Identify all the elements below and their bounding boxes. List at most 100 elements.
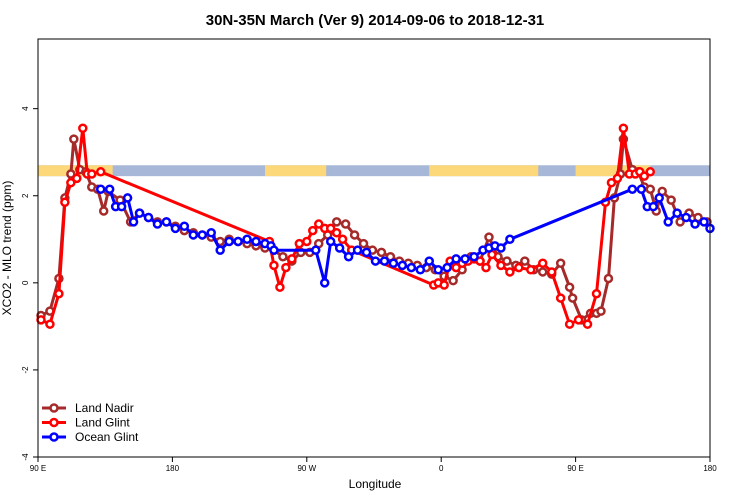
legend-item: Land Glint bbox=[42, 416, 130, 430]
data-point bbox=[224, 236, 234, 247]
land-band bbox=[264, 165, 327, 177]
data-point bbox=[526, 265, 536, 275]
data-point bbox=[95, 184, 106, 194]
data-point bbox=[98, 206, 109, 216]
data-point bbox=[424, 256, 435, 266]
data-point bbox=[170, 223, 181, 234]
ocean-band bbox=[38, 165, 710, 177]
x-tick-label: 0 bbox=[439, 464, 444, 473]
data-point bbox=[269, 245, 279, 255]
data-point bbox=[514, 262, 524, 273]
data-point bbox=[690, 219, 700, 229]
data-point bbox=[334, 243, 345, 253]
data-point bbox=[645, 184, 656, 194]
data-point bbox=[555, 258, 566, 268]
data-point bbox=[648, 201, 659, 212]
series-0 bbox=[36, 134, 712, 325]
data-point bbox=[313, 219, 324, 229]
data-point bbox=[95, 167, 106, 177]
data-point bbox=[215, 245, 225, 255]
chart-title: 30N-35N March (Ver 9) 2014-09-06 to 2018… bbox=[206, 12, 545, 29]
y-tick-label: 4 bbox=[21, 106, 30, 111]
y-axis-label: XCO2 - MLO trend (ppm) bbox=[0, 181, 14, 316]
data-point bbox=[397, 260, 408, 271]
data-point bbox=[311, 245, 321, 255]
data-point bbox=[340, 219, 351, 229]
data-point bbox=[343, 251, 354, 262]
data-point bbox=[591, 288, 602, 299]
x-tick-label: 180 bbox=[703, 464, 717, 473]
data-point bbox=[564, 319, 575, 329]
data-point bbox=[433, 265, 443, 275]
data-point bbox=[104, 184, 115, 194]
data-point bbox=[242, 234, 252, 245]
data-point bbox=[502, 256, 512, 266]
data-point bbox=[681, 212, 691, 223]
data-point bbox=[451, 262, 461, 273]
data-point bbox=[537, 267, 548, 277]
data-point bbox=[606, 177, 617, 188]
data-point bbox=[675, 217, 685, 227]
x-tick-label: 90 E bbox=[567, 464, 583, 473]
data-point bbox=[251, 236, 261, 247]
data-point bbox=[672, 208, 682, 218]
x-axis: 90 E 180 90 W 0 90 E 180 bbox=[30, 457, 717, 473]
data-point bbox=[388, 258, 399, 268]
data-point bbox=[573, 315, 584, 325]
data-point bbox=[496, 243, 506, 253]
data-point bbox=[294, 238, 305, 249]
data-point bbox=[520, 256, 530, 266]
data-point bbox=[197, 230, 208, 240]
land-ocean-mask bbox=[38, 165, 710, 177]
y-tick-label: -2 bbox=[21, 366, 30, 374]
land-band bbox=[429, 165, 539, 177]
land-band bbox=[575, 165, 651, 177]
data-point bbox=[645, 167, 656, 177]
y-tick-label: -4 bbox=[21, 453, 30, 461]
data-point bbox=[603, 273, 614, 284]
data-point bbox=[596, 306, 606, 316]
data-point bbox=[281, 262, 291, 273]
data-point bbox=[275, 282, 285, 292]
data-point bbox=[555, 293, 566, 303]
data-point bbox=[439, 280, 449, 290]
x-axis-label: Longitude bbox=[349, 477, 402, 491]
data-point bbox=[337, 234, 348, 245]
legend-label: Ocean Glint bbox=[75, 430, 139, 444]
data-point bbox=[376, 247, 387, 258]
data-point bbox=[370, 256, 381, 266]
data-point bbox=[87, 169, 97, 179]
data-point bbox=[179, 221, 190, 231]
data-point bbox=[618, 123, 629, 134]
legend-label: Land Nadir bbox=[75, 401, 134, 415]
data-point bbox=[636, 184, 647, 194]
legend-label: Land Glint bbox=[75, 416, 130, 430]
data-point bbox=[406, 262, 417, 273]
data-point bbox=[361, 247, 372, 258]
data-point bbox=[505, 234, 515, 245]
data-point bbox=[45, 319, 55, 329]
data-point bbox=[233, 236, 243, 247]
data-point bbox=[460, 254, 470, 264]
data-point bbox=[358, 238, 369, 249]
data-point bbox=[206, 228, 216, 238]
data-point bbox=[188, 230, 199, 240]
data-point bbox=[302, 236, 312, 247]
series-2 bbox=[95, 184, 715, 288]
data-point bbox=[287, 254, 297, 264]
data-point bbox=[60, 197, 70, 208]
data-point bbox=[331, 228, 342, 238]
data-point bbox=[442, 262, 452, 273]
data-point bbox=[537, 258, 548, 268]
x-tick-label: 90 E bbox=[30, 464, 46, 473]
legend-swatch-marker bbox=[49, 432, 59, 442]
data-point bbox=[319, 278, 330, 288]
data-point bbox=[582, 319, 593, 329]
data-point bbox=[69, 134, 79, 144]
data-point bbox=[475, 256, 485, 266]
data-point bbox=[134, 208, 145, 218]
data-point bbox=[699, 217, 709, 227]
x-tick-label: 180 bbox=[166, 464, 180, 473]
data-point bbox=[143, 212, 154, 223]
data-point bbox=[308, 225, 318, 236]
